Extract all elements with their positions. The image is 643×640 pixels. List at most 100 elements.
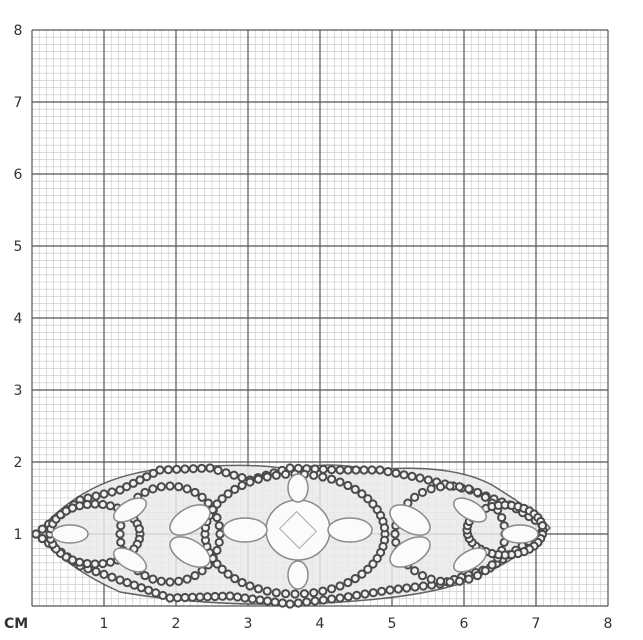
x-tick-label: 4 — [316, 616, 325, 632]
pave-diamond — [445, 481, 455, 491]
pave-diamond — [407, 471, 417, 481]
pave-diamond — [202, 592, 213, 602]
pave-diamond — [136, 583, 147, 593]
pave-diamond — [327, 465, 337, 475]
x-tick-label: 3 — [244, 616, 253, 632]
pave-diamond — [399, 470, 409, 480]
pave-diamond — [91, 567, 101, 577]
pave-diamond — [98, 499, 108, 510]
pave-diamond — [232, 592, 243, 602]
pave-diamond — [205, 463, 215, 473]
pave-diamond — [350, 573, 360, 584]
pave-diamond — [410, 492, 420, 502]
pave-diamond — [310, 596, 320, 606]
pave-diamond — [357, 489, 367, 499]
pave-diamond — [487, 560, 497, 570]
pave-diamond — [214, 521, 224, 531]
pave-diamond — [383, 467, 393, 477]
pave-diamond — [360, 589, 370, 599]
pave-diamond — [280, 469, 291, 479]
pave-diamond — [31, 529, 41, 539]
pave-diamond — [107, 487, 117, 497]
pave-diamond — [435, 482, 446, 492]
pave-diamond — [165, 577, 175, 587]
diamond-stone — [113, 547, 147, 573]
pave-diamond — [116, 537, 126, 547]
pave-diamond — [363, 494, 373, 504]
x-tick-label: 8 — [604, 616, 613, 632]
pave-diamond — [391, 468, 401, 478]
pave-diamond — [445, 577, 455, 587]
pave-diamond — [237, 577, 247, 588]
pave-diamond — [318, 586, 328, 596]
y-tick-label: 8 — [14, 23, 23, 39]
pave-diamond — [90, 559, 100, 569]
pave-diamond — [435, 576, 446, 586]
pave-diamond — [134, 524, 144, 534]
y-tick-label: 1 — [14, 527, 23, 543]
y-tick-label: 2 — [14, 455, 23, 471]
pave-diamond — [299, 589, 310, 599]
pave-diamond — [217, 564, 227, 574]
pave-diamond — [172, 464, 182, 474]
diamond-stone — [265, 499, 331, 561]
pave-diamond — [359, 465, 369, 475]
pave-diamond — [293, 598, 303, 608]
brooch-image — [31, 463, 551, 609]
pave-diamond — [271, 588, 281, 598]
pave-diamond — [537, 521, 548, 531]
pave-diamond — [454, 576, 465, 586]
diamond-stone — [453, 497, 487, 523]
pave-diamond — [195, 592, 205, 602]
diamond-stone — [222, 517, 268, 543]
pave-diamond — [327, 584, 337, 594]
pave-diamond — [327, 594, 337, 604]
pave-diamond — [335, 465, 345, 475]
x-tick-label: 2 — [172, 616, 181, 632]
pave-diamond — [140, 570, 150, 581]
pave-diamond — [213, 465, 223, 475]
diamond-stone — [113, 497, 147, 523]
pave-diamond — [357, 569, 367, 579]
pave-diamond — [391, 537, 401, 547]
pave-diamond — [210, 591, 220, 602]
pave-diamond — [426, 484, 436, 494]
x-tick-label: 1 — [100, 616, 109, 632]
pave-diamond — [417, 487, 428, 498]
pave-diamond — [82, 558, 92, 569]
pave-diamond — [156, 482, 166, 492]
pave-diamond — [245, 581, 255, 591]
pave-diamond — [148, 484, 158, 494]
pave-diamond — [480, 492, 490, 502]
pave-diamond — [454, 482, 465, 492]
pave-diamond — [302, 597, 312, 607]
pave-diamond — [107, 572, 117, 582]
pave-diamond — [115, 529, 125, 539]
pave-diamond — [182, 574, 192, 584]
pave-diamond — [212, 499, 222, 509]
pave-diamond — [309, 588, 319, 598]
diamond-stone — [453, 547, 487, 573]
pave-diamond — [99, 569, 109, 580]
pave-diamond — [285, 599, 295, 609]
pave-diamond — [151, 588, 161, 598]
pave-diamond — [280, 589, 291, 599]
y-tick-label: 3 — [14, 383, 23, 399]
pave-diamond — [165, 481, 175, 491]
pave-diamond — [143, 585, 154, 595]
pave-diamond — [155, 465, 165, 475]
pave-diamond — [190, 570, 200, 581]
center-stone-facets — [278, 510, 318, 550]
pave-diamond — [377, 586, 387, 596]
pave-diamond — [197, 566, 207, 576]
diamond-stone — [287, 560, 309, 590]
pave-diamond — [99, 489, 109, 499]
diamond-stone — [327, 517, 373, 543]
pave-diamond — [37, 524, 47, 534]
pave-diamond — [255, 595, 265, 605]
unit-label: CM — [4, 616, 28, 632]
pave-diamond — [285, 463, 295, 473]
pave-diamond — [318, 464, 328, 474]
pave-diamond — [497, 512, 507, 523]
